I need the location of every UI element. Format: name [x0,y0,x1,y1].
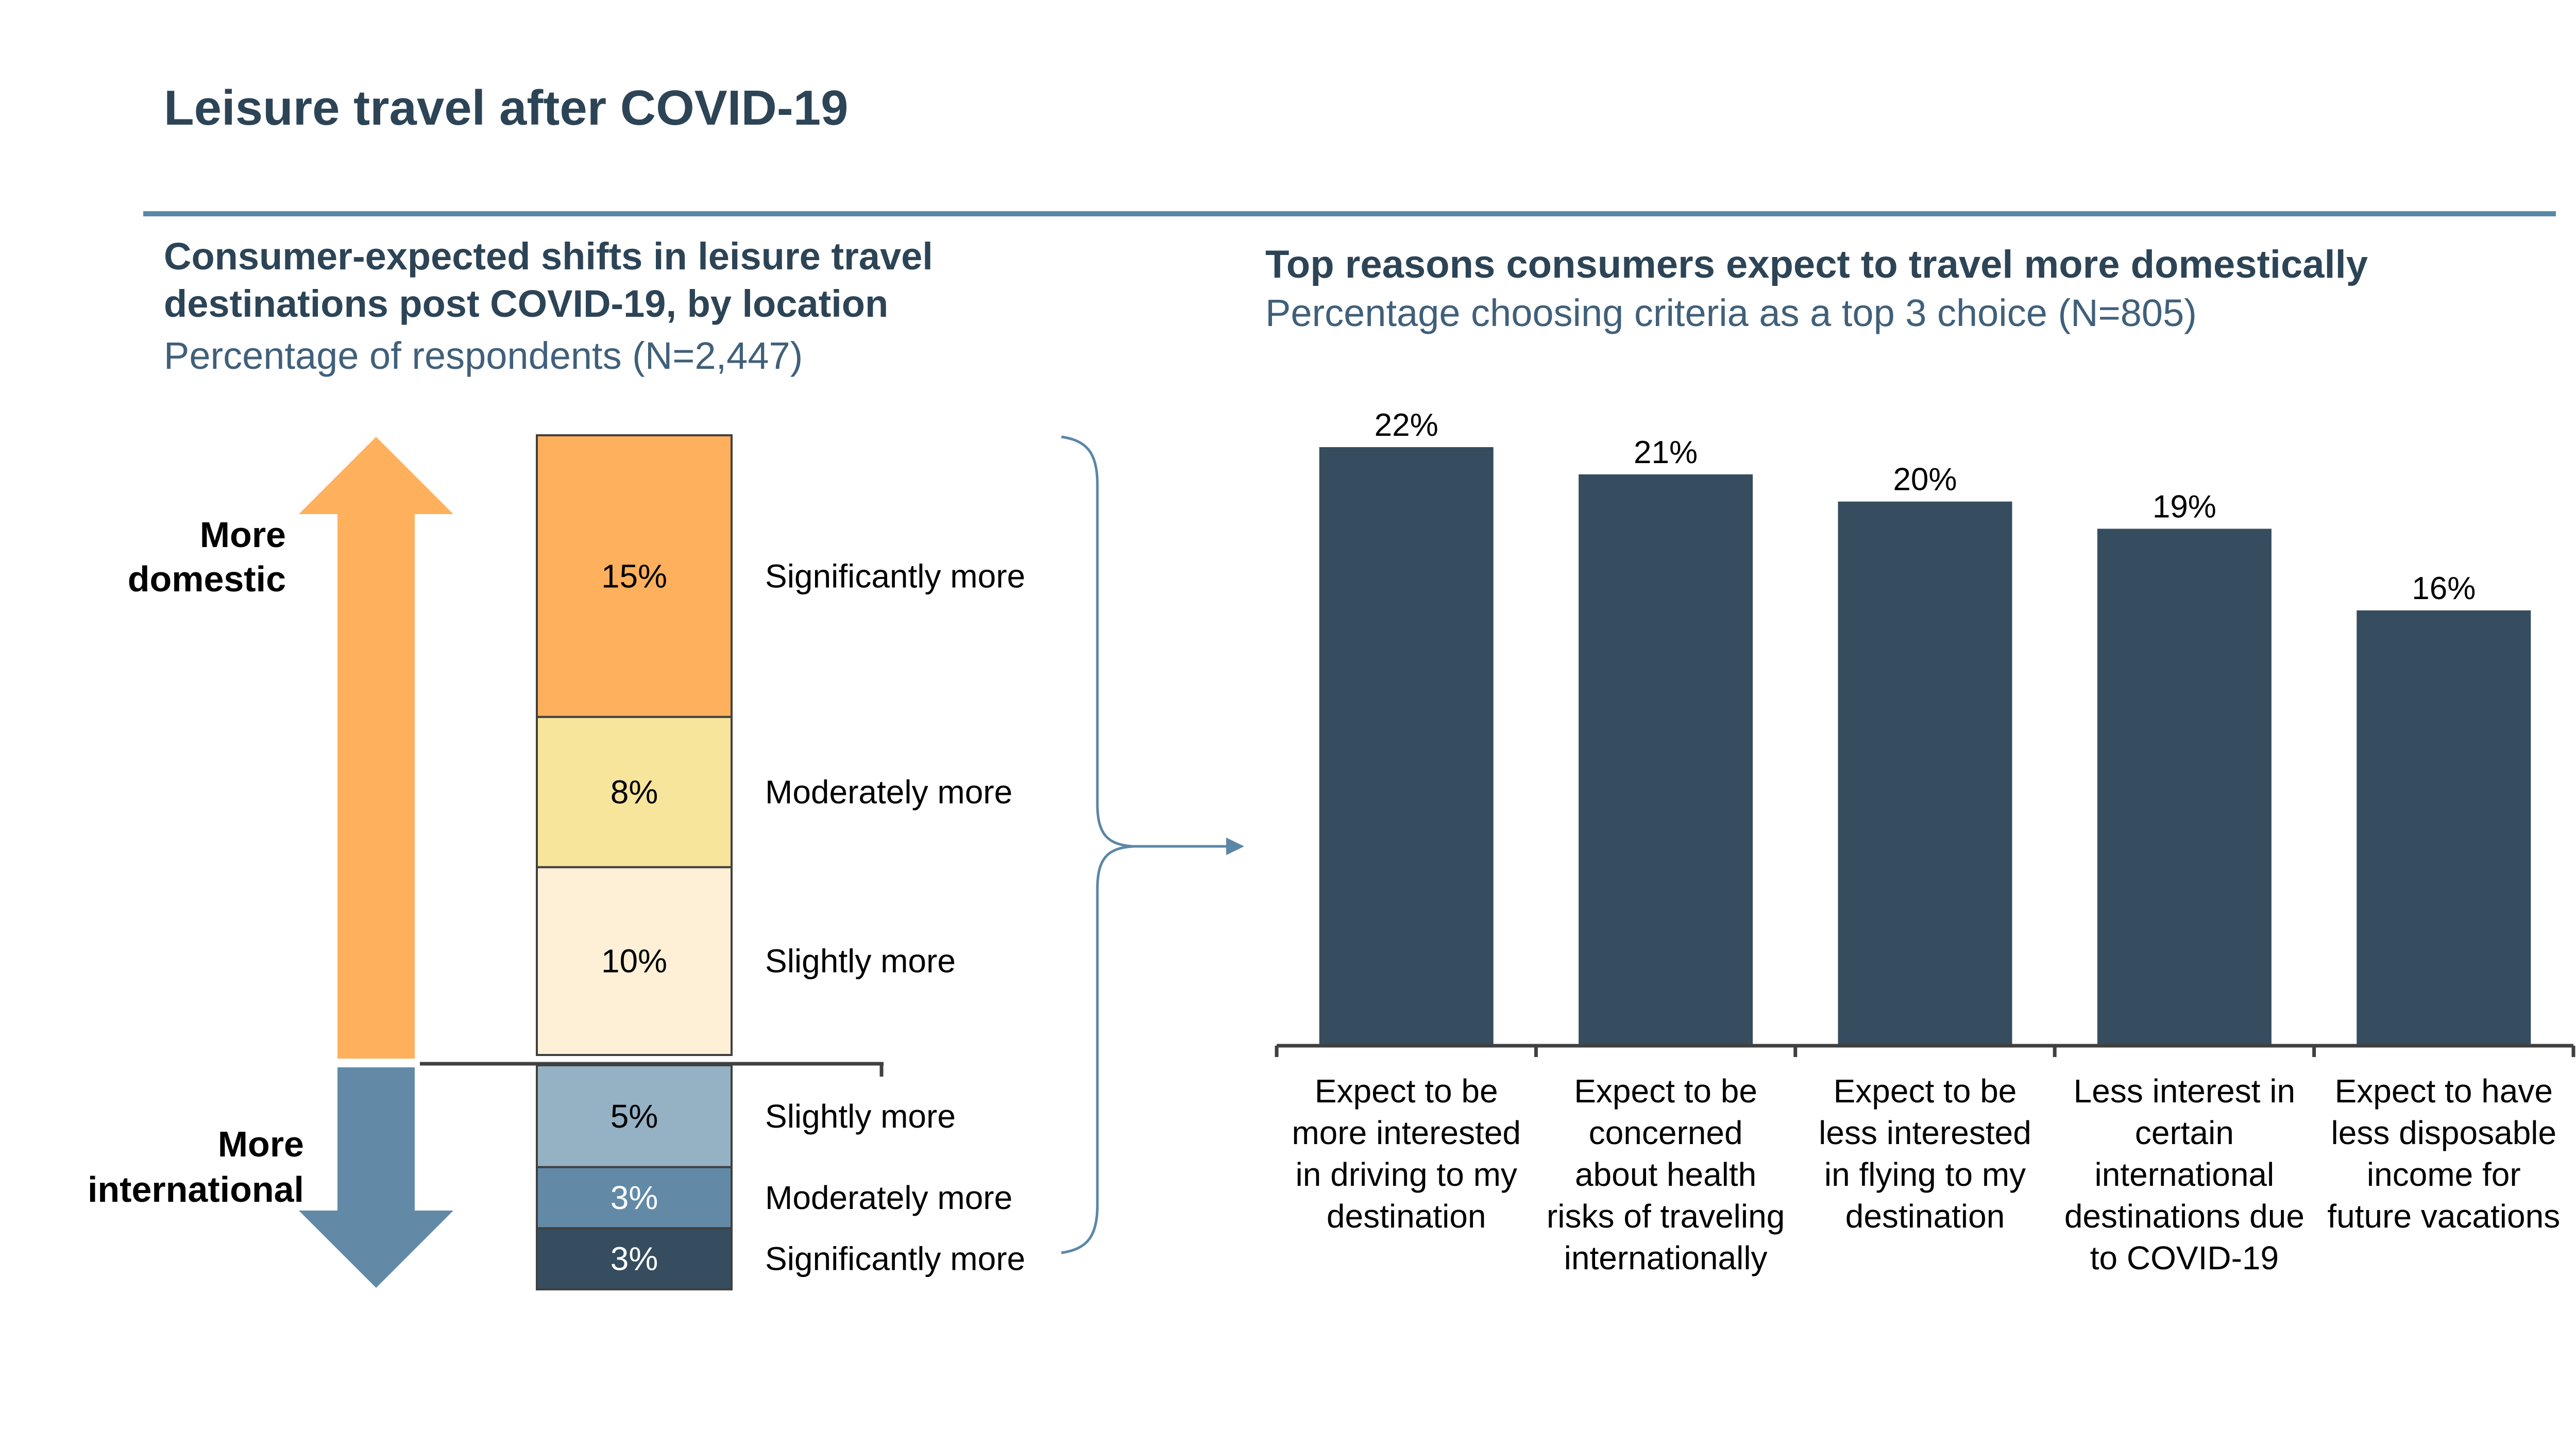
bar-value-0: 22% [1375,407,1438,443]
domestic-segment-label-1: Moderately more [765,774,1012,811]
international-segment-label-0: Slightly more [765,1098,956,1135]
category-label-2-line-3: destination [1845,1198,2005,1235]
domestic-segment-value-1: 8% [611,774,658,811]
international-segment-value-1: 3% [611,1179,658,1216]
category-label-4-line-2: income for [2367,1156,2521,1193]
bar-value-2: 20% [1893,462,1957,498]
right-chart-subtitle: Percentage choosing criteria as a top 3 … [1265,292,2197,334]
domestic-segment-label-2: Slightly more [765,943,956,980]
category-label-3-line-4: to COVID-19 [2090,1239,2279,1276]
page-title: Leisure travel after COVID-19 [164,80,849,135]
bar-0 [1319,447,1494,1046]
left-chart-title: Consumer-expected shifts in leisure trav… [164,235,933,325]
category-label-0-line-1: more interested [1292,1114,1521,1151]
category-label-1-line-3: risks of traveling [1547,1198,1785,1235]
international-segment-value-2: 3% [611,1240,658,1278]
international-segment-label-2: Significantly more [765,1240,1025,1278]
domestic-label-line1: More [200,515,286,555]
category-label-3-line-1: certain [2135,1114,2234,1151]
brace-arrowhead [1226,838,1244,855]
domestic-arrow [299,437,453,1059]
category-label-1-line-2: about health [1575,1156,1756,1193]
international-label-line2: international [88,1169,304,1210]
international-segment-0 [536,1064,733,1168]
bar-4 [2357,610,2531,1046]
international-segment-1 [536,1166,733,1230]
category-label-3-line-2: international [2095,1156,2275,1193]
category-label-3-line-0: Less interest in [2074,1072,2295,1110]
category-label-4-line-3: future vacations [2327,1198,2560,1235]
bar-3 [2097,529,2272,1046]
domestic-segment-value-2: 10% [601,943,667,980]
category-label-2-line-0: Expect to be [1834,1072,2017,1110]
international-segment-value-0: 5% [611,1098,658,1135]
category-label-4-line-1: less disposable [2331,1114,2557,1151]
right-chart-title: Top reasons consumers expect to travel m… [1265,243,2368,286]
bar-value-4: 16% [2412,571,2476,606]
international-segment-2 [536,1227,733,1290]
domestic-label-line2: domestic [128,559,286,599]
header-divider [143,211,2556,216]
category-label-4-line-0: Expect to have [2335,1072,2553,1110]
category-label-0-line-2: in driving to my [1296,1156,1517,1193]
domestic-segment-value-0: 15% [601,557,667,594]
brace [1061,435,1134,1254]
domestic-segment-2 [536,866,733,1057]
category-label-1-line-1: concerned [1589,1114,1743,1151]
category-label-0-line-3: destination [1327,1198,1486,1235]
bar-chart: 22% Expect to be more interested in driving… [1275,407,2575,1276]
category-label-2-line-2: in flying to my [1824,1156,2026,1193]
domestic-segment-label-0: Significantly more [765,557,1025,594]
international-segment-label-1: Moderately more [765,1179,1012,1216]
category-label-1-line-0: Expect to be [1574,1072,1757,1110]
bar-value-1: 21% [1634,435,1698,470]
bar-2 [1838,501,2012,1046]
category-label-3-line-3: destinations due [2064,1198,2304,1235]
category-label-1-line-4: internationally [1564,1239,1768,1276]
international-arrow [299,1067,453,1288]
left-chart-subtitle: Percentage of respondents (N=2,447) [164,334,803,377]
international-label-line1: More [218,1124,304,1164]
category-label-0-line-0: Expect to be [1315,1072,1498,1110]
bar-1 [1579,474,1753,1046]
stacked-bar: 15% Significantly more 8% Moderately more 10… [536,434,1025,1290]
bar-value-3: 19% [2153,489,2216,524]
category-label-2-line-1: less interested [1819,1114,2031,1151]
